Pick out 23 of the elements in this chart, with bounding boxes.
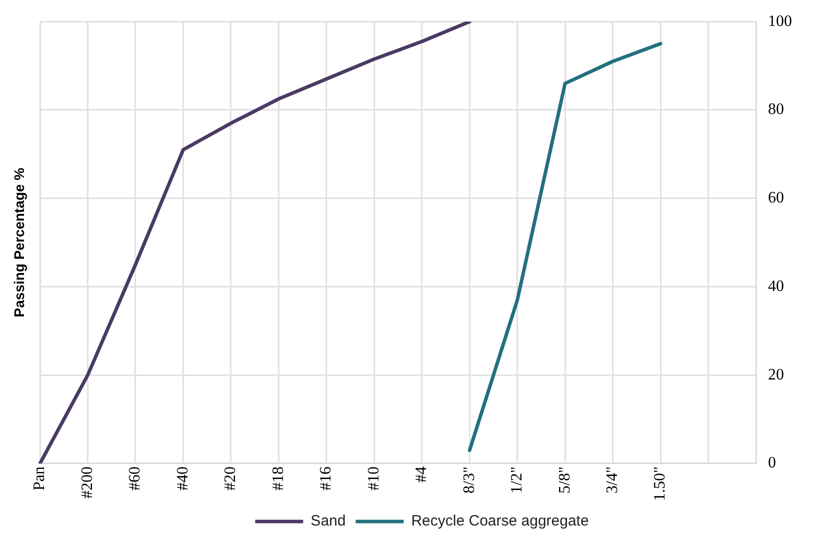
x-tick-label: 1/2" — [508, 466, 526, 494]
x-tick-label: 8/3" — [460, 466, 478, 494]
legend-label: Sand — [310, 512, 346, 530]
y-tick-label: 60 — [768, 190, 784, 207]
x-tick-label: #4 — [413, 466, 430, 482]
x-tick-label: #60 — [126, 466, 144, 490]
x-tick-label: #16 — [318, 466, 335, 490]
x-tick-label: #10 — [365, 466, 382, 490]
x-tick-label: Pan — [31, 466, 48, 490]
x-tick-label: 1.50" — [652, 466, 669, 501]
y-tick-label: 100 — [768, 12, 792, 30]
legend-label: Recycle Coarse aggregate — [411, 512, 589, 530]
y-tick-label: 80 — [768, 101, 784, 118]
x-tick-label: 3/4" — [604, 466, 622, 494]
x-tick-label: #200 — [78, 466, 96, 498]
x-tick-label: #40 — [174, 466, 192, 490]
y-tick-label: 40 — [768, 278, 784, 295]
y-axis-title: Passing Percentage % — [10, 167, 27, 318]
y-tick-label: 0 — [768, 454, 776, 472]
y-tick-label: 20 — [768, 366, 784, 384]
x-tick-label: 5/8" — [556, 466, 574, 494]
x-tick-label: #18 — [270, 466, 287, 490]
x-tick-label: #20 — [222, 466, 240, 490]
